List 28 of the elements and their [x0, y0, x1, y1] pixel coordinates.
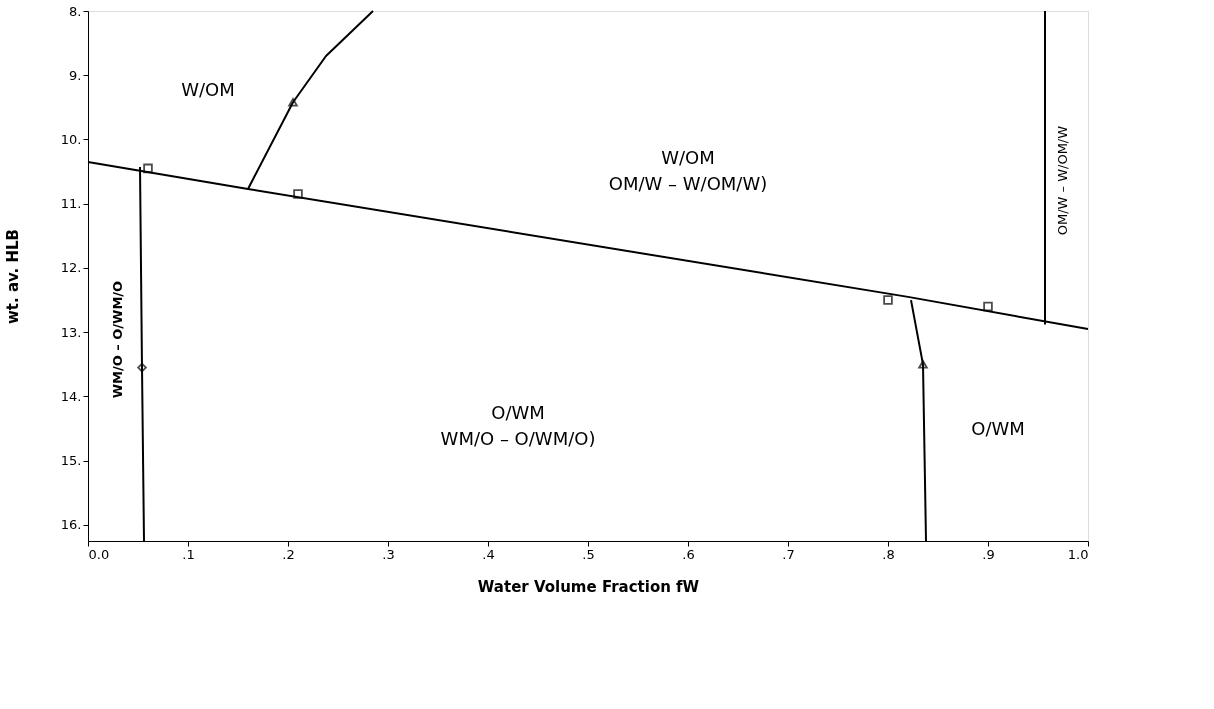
x-tick-label: .6: [682, 546, 695, 562]
x-tick-label: .5: [582, 546, 595, 562]
annotation: W/OM OM/W – W/OM/W): [608, 147, 768, 195]
x-tick-label: .3: [382, 546, 395, 562]
y-tick-label: 8.: [69, 3, 82, 19]
annotation: W/OM: [181, 78, 235, 100]
x-tick-label: .7: [782, 546, 795, 562]
x-tick-label: .8: [882, 546, 895, 562]
y-tick-label: 11.: [60, 196, 82, 212]
y-tick-label: 15.: [60, 453, 82, 469]
x-tick-label: .9: [982, 546, 995, 562]
x-tick-label: .4: [482, 546, 495, 562]
x-tick-label: 0.0: [88, 546, 110, 562]
annotation: OM/W – W/OM/W: [1055, 125, 1070, 236]
annotation: WM/O – O/WM/O: [110, 280, 125, 399]
y-tick-label: 16.: [60, 517, 82, 533]
x-tick-label: 1.0: [1067, 546, 1089, 562]
annotation: O/WM WM/O – O/WM/O): [440, 401, 596, 449]
y-tick-label: 14.: [60, 388, 82, 404]
y-tick-label: 9.: [69, 67, 82, 83]
x-tick-label: .1: [182, 546, 195, 562]
y-tick-label: 13.: [60, 324, 82, 340]
x-tick-label: .2: [282, 546, 295, 562]
annotation: O/WM: [971, 417, 1025, 439]
x-axis-title: Water Volume Fraction fW: [477, 577, 700, 596]
y-axis-title: wt. av. HLB: [3, 228, 22, 325]
y-tick-label: 10.: [60, 131, 82, 147]
y-tick-label: 12.: [60, 260, 82, 276]
